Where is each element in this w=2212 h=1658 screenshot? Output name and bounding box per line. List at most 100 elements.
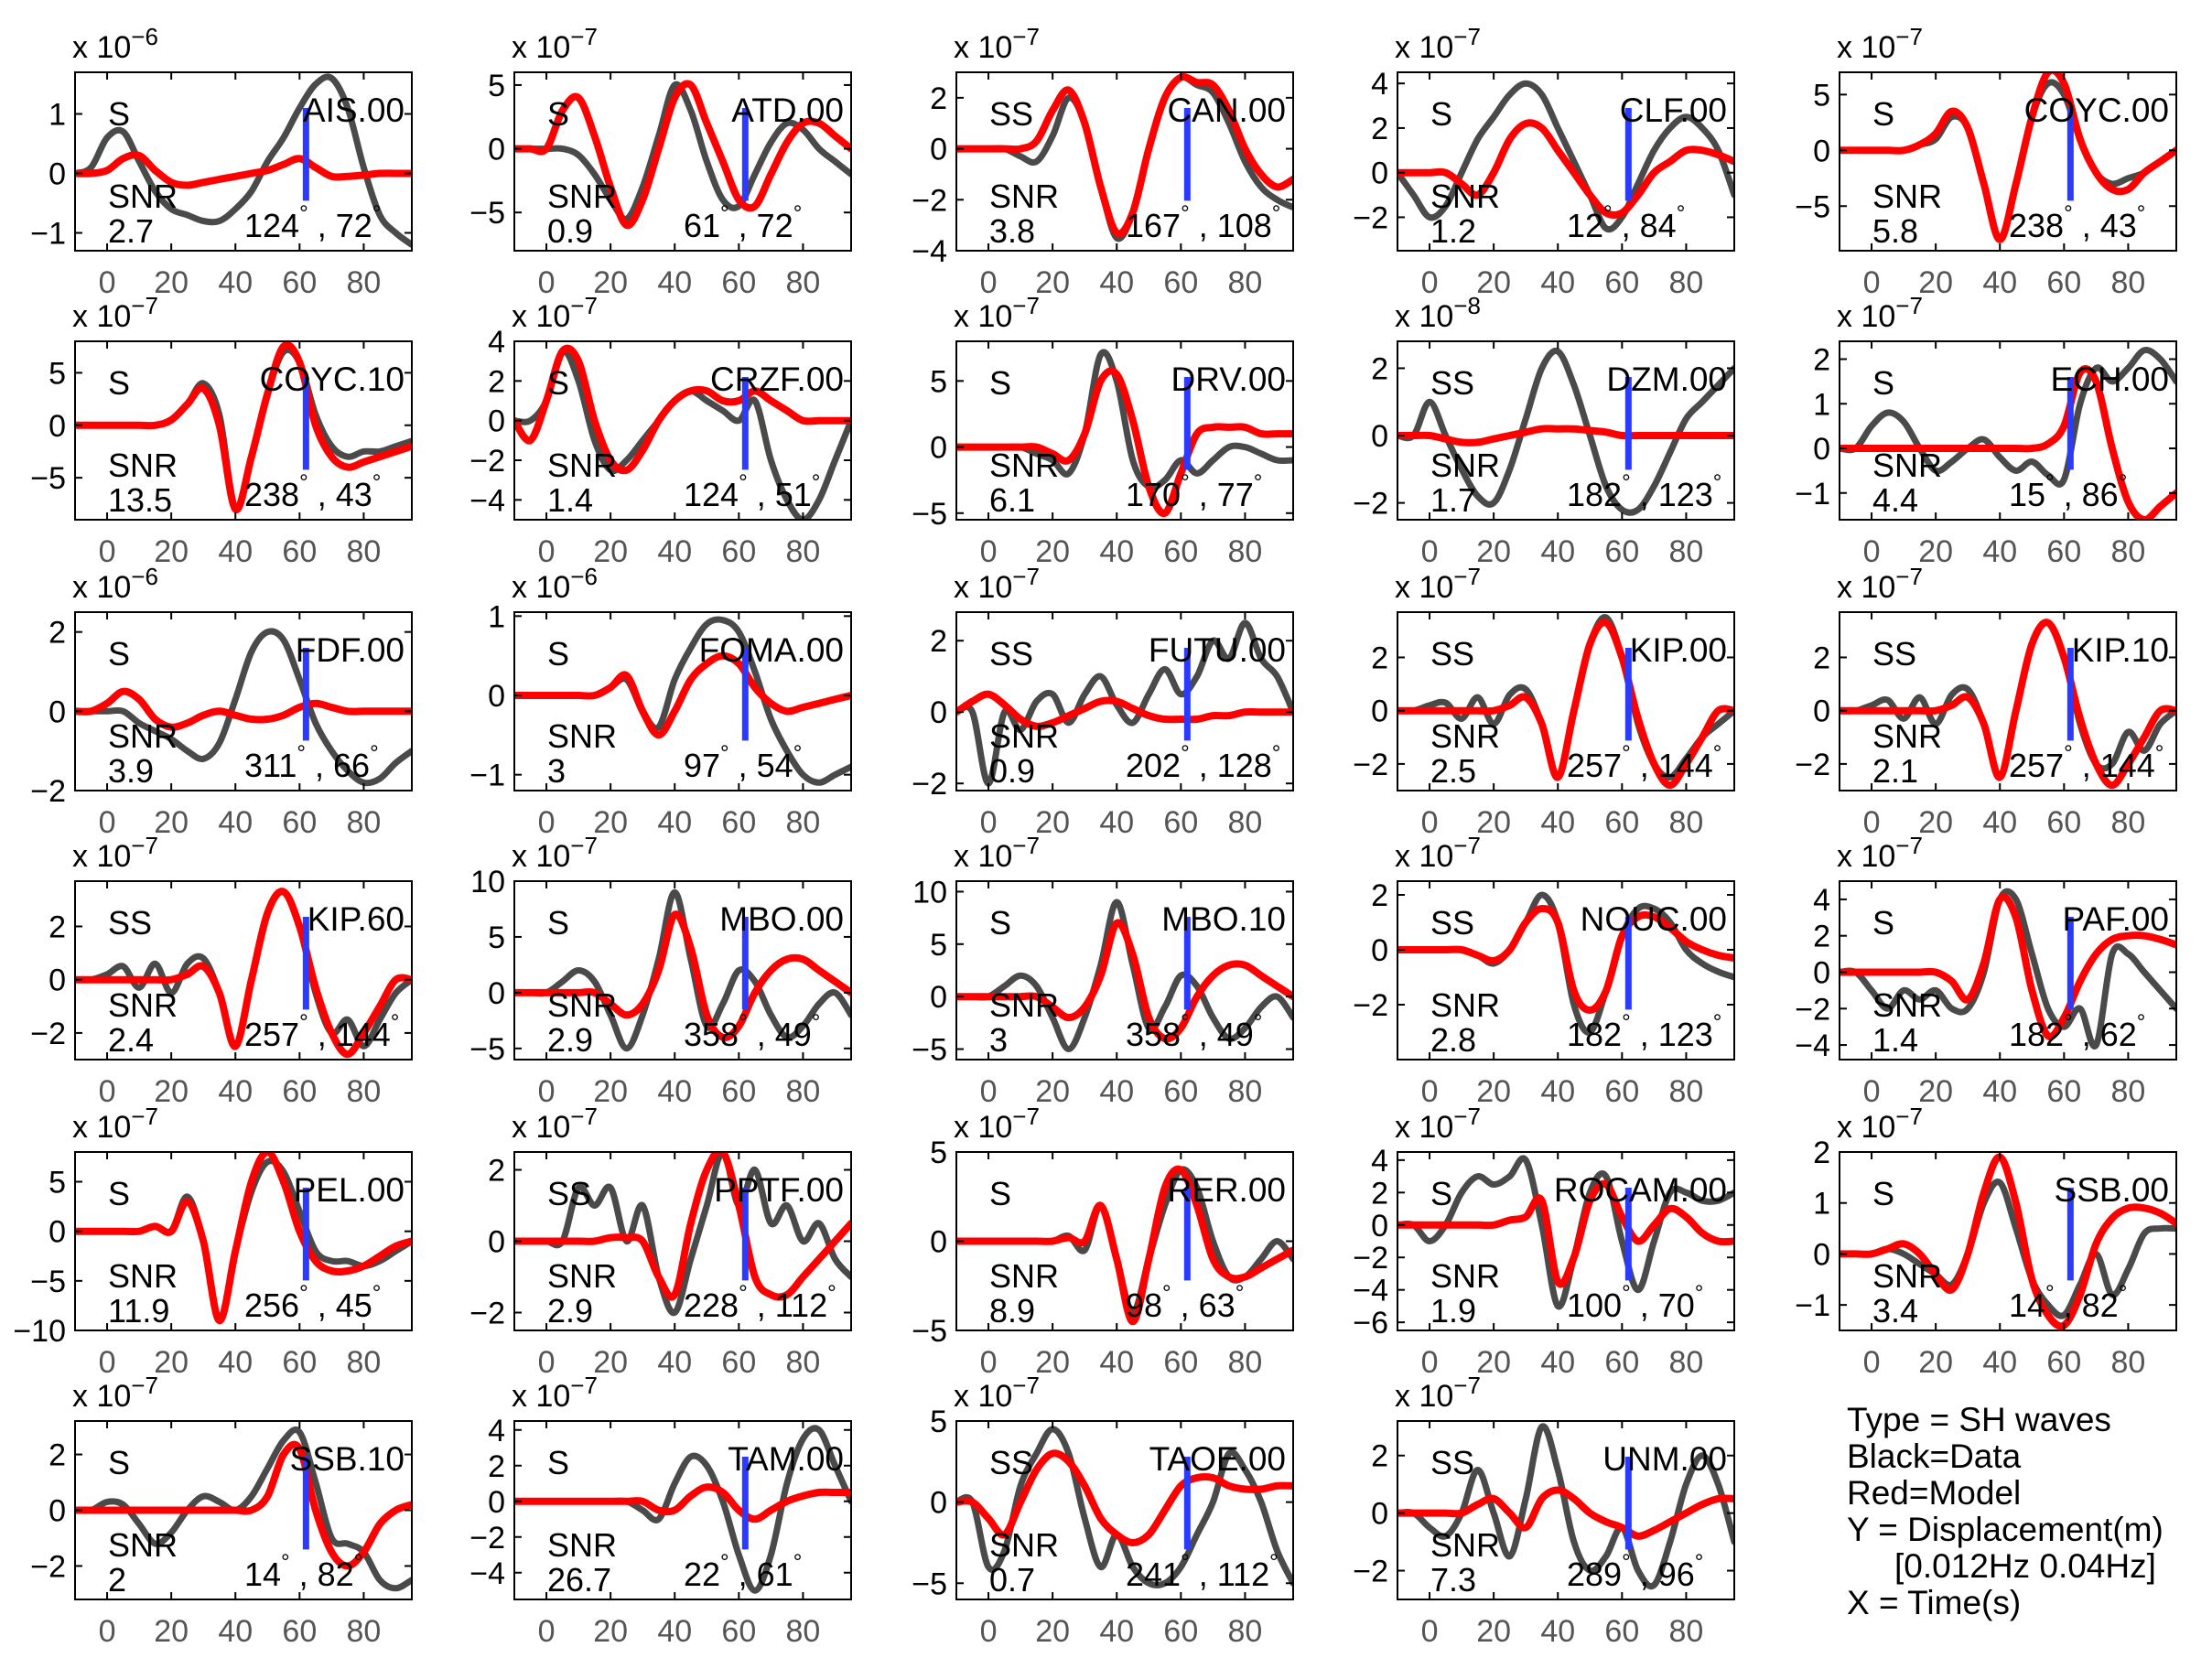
y-tick-label: 4 [488,1414,505,1448]
snr-label: SNR [108,447,178,484]
phase-label: S [1872,904,1894,942]
model-trace [75,341,412,513]
y-tick-label: 0 [49,409,66,444]
x-tick-label: 20 [1476,805,1511,840]
axes-frame [74,1151,413,1331]
x-tick-label: 20 [1035,1614,1070,1649]
y-tick-label: 4 [1371,67,1388,102]
y-tick-label: −2 [1353,200,1388,235]
x-tick-label: 0 [538,1614,556,1649]
station-label: AIS.00 [303,92,405,129]
phase-label: SS [1430,1444,1474,1481]
x-tick-label: 60 [282,265,317,300]
azimuth-distance-label: 202° , 128° [1126,741,1280,784]
x-tick-label: 80 [347,805,382,840]
station-label: KIP.60 [308,900,405,938]
azimuth-distance-label: 257° , 144° [2009,741,2163,784]
exponent-label: x 10−7 [72,1103,158,1145]
x-tick-label: 60 [2046,805,2081,840]
y-tick-label: −2 [1353,1241,1388,1276]
x-tick-label: 40 [218,805,253,840]
x-tick-label: 60 [2046,534,2081,569]
y-tick-label: 1 [1813,387,1830,422]
azimuth-distance-label: 257° , 144° [244,1010,399,1053]
model-trace [1397,425,1734,447]
x-tick-label: 20 [154,534,189,569]
y-tick-label: 2 [49,616,66,651]
x-tick-label: 40 [218,534,253,569]
y-tick-label: 5 [930,928,947,963]
y-tick-label: 0 [930,133,947,167]
y-tick-label: 1 [488,599,505,634]
axes-frame [955,71,1294,252]
exponent-label: x 10−7 [1395,23,1481,65]
phase-label: S [547,635,569,673]
snr-label: SNR [108,1257,178,1295]
x-tick-label: 0 [1421,1345,1439,1380]
phase-label: S [1872,364,1894,402]
y-tick-label: 2 [1371,112,1388,146]
station-label: NOUC.00 [1581,900,1727,938]
x-tick-label: 80 [1228,1614,1263,1649]
snr-value: 1.4 [1872,1021,1918,1059]
x-tick-label: 0 [980,265,998,300]
model-trace [1840,893,2176,1041]
phase-label: S [989,1175,1011,1212]
model-trace [1840,365,2176,520]
model-trace [514,1152,851,1301]
model-trace [514,1483,851,1523]
azimuth-distance-label: 22° , 61° [684,1550,802,1593]
station-label: ROCAM.00 [1554,1171,1727,1209]
exponent-label: x 10−6 [512,563,598,605]
x-tick-label: 20 [1476,1074,1511,1109]
snr-value: 11.9 [108,1292,169,1330]
snr-value: 4.4 [1872,481,1918,519]
snr-value: 2 [108,1561,126,1599]
y-tick-label: −4 [912,234,947,269]
snr-value: 2.4 [108,1021,154,1059]
snr-label: SNR [1872,717,1942,755]
x-tick-label: 0 [980,805,998,840]
snr-value: 3 [989,1021,1008,1059]
data-trace [1840,1179,2176,1319]
azimuth-distance-label: 289° , 96° [1567,1550,1703,1593]
y-tick-label: −2 [1353,487,1388,522]
azimuth-distance-label: 182° , 123° [1567,470,1721,513]
y-tick-label: 1 [1813,1187,1830,1222]
x-tick-label: 20 [1035,1345,1070,1380]
x-tick-label: 20 [1476,1614,1511,1649]
exponent-label: x 10−7 [1837,292,1923,334]
data-trace [514,81,851,222]
y-tick-label: −4 [469,1556,505,1591]
station-label: SSB.10 [290,1440,405,1478]
y-tick-label: 5 [49,356,66,391]
exponent-label: x 10−8 [1395,292,1481,334]
azimuth-distance-label: 15° , 86° [2009,470,2127,513]
y-tick-label: 5 [488,921,505,955]
snr-label: SNR [108,986,178,1024]
exponent-label: x 10−7 [512,292,598,334]
y-tick-label: −2 [1353,748,1388,782]
x-tick-label: 80 [2111,805,2146,840]
x-tick-label: 20 [1918,534,1953,569]
x-tick-label: 80 [786,534,821,569]
x-tick-label: 80 [2111,265,2146,300]
snr-label: SNR [989,1257,1059,1295]
y-tick-label: 1 [49,98,66,133]
y-tick-label: 10 [470,865,505,899]
azimuth-distance-label: 257° , 144° [1567,741,1721,784]
data-trace [1397,1423,1734,1590]
y-tick-label: 0 [1371,933,1388,968]
x-tick-label: 80 [1228,534,1263,569]
model-trace [514,910,851,1041]
x-tick-label: 60 [721,265,756,300]
station-label: FOMA.00 [699,631,844,669]
y-tick-label: 0 [1371,156,1388,191]
azimuth-distance-label: 182° , 62° [2009,1010,2145,1053]
model-trace [1840,619,2176,790]
data-trace [75,628,412,787]
legend-model: Red=Model [1847,1474,2022,1512]
